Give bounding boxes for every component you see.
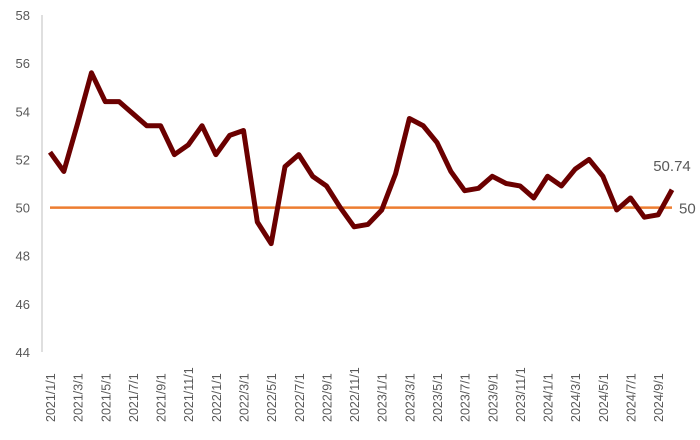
x-tick-label: 2022/11/1 — [348, 367, 362, 422]
x-tick-label: 2021/7/1 — [127, 373, 141, 422]
x-tick-label: 2022/5/1 — [265, 373, 279, 422]
x-tick-label: 2023/7/1 — [459, 373, 473, 422]
x-tick-label: 2022/1/1 — [210, 373, 224, 422]
y-tick-label: 52 — [16, 152, 30, 167]
x-tick-label: 2023/1/1 — [376, 373, 390, 422]
x-tick-label: 2021/3/1 — [72, 373, 86, 422]
x-tick-label: 2023/5/1 — [431, 373, 445, 422]
y-tick-label: 50 — [16, 201, 30, 216]
x-tick-label: 2023/9/1 — [486, 373, 500, 422]
x-tick-label: 2021/5/1 — [99, 373, 113, 422]
x-tick-label: 2024/3/1 — [569, 373, 583, 422]
x-tick-label: 2022/7/1 — [293, 373, 307, 422]
x-tick-label: 2021/11/1 — [182, 367, 196, 422]
x-tick-label: 2024/9/1 — [652, 373, 666, 422]
x-tick-label: 2023/11/1 — [514, 367, 528, 422]
x-tick-label: 2024/1/1 — [542, 373, 556, 422]
x-tick-label: 2021/1/1 — [44, 373, 58, 422]
y-tick-label: 56 — [16, 56, 30, 71]
y-tick-label: 48 — [16, 249, 30, 264]
x-tick-label: 2024/7/1 — [625, 373, 639, 422]
series-line — [50, 73, 672, 244]
y-tick-label: 46 — [16, 297, 30, 312]
x-tick-label: 2021/9/1 — [155, 373, 169, 422]
y-tick-label: 44 — [16, 345, 30, 360]
y-tick-label: 54 — [16, 104, 30, 119]
reference-label: 50 — [679, 201, 696, 218]
x-tick-label: 2022/9/1 — [320, 373, 334, 422]
x-tick-label: 2023/3/1 — [403, 373, 417, 422]
x-tick-label: 2024/5/1 — [597, 373, 611, 422]
x-tick-label: 2022/3/1 — [238, 373, 252, 422]
last-value-label: 50.74 — [653, 158, 691, 175]
y-tick-label: 58 — [16, 8, 30, 23]
